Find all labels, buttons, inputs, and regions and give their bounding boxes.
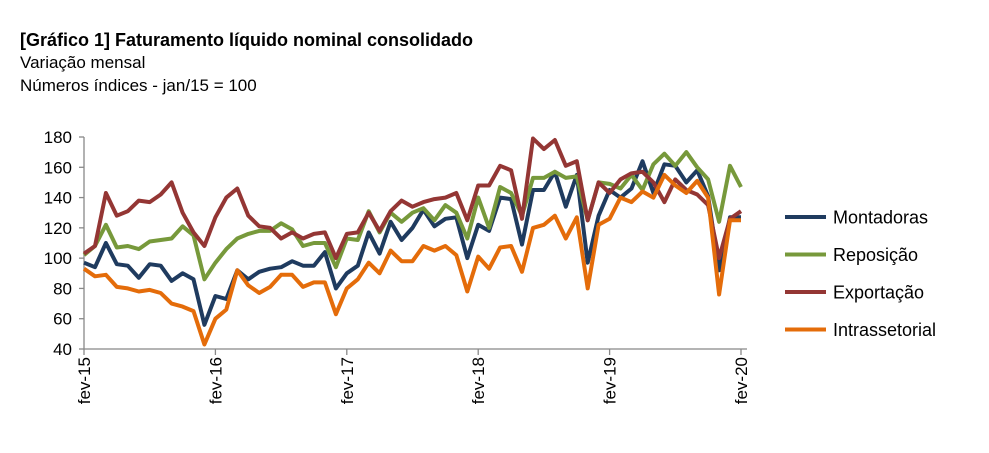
x-tick-label: fev-17 [338,357,357,404]
x-tick-label: fev-18 [469,357,488,404]
y-tick-label: 120 [44,219,72,238]
y-tick-label: 60 [53,310,72,329]
y-tick-label: 80 [53,279,72,298]
legend-label: Reposição [833,245,918,265]
x-tick-label: fev-15 [75,357,94,404]
y-tick-label: 160 [44,158,72,177]
chart-title: [Gráfico 1] Faturamento líquido nominal … [20,30,474,50]
series-line-montadoras [83,159,741,327]
series-line-exportação [82,136,743,261]
x-tick-label: fev-16 [206,357,225,404]
x-tick-label: fev-20 [732,357,751,404]
y-tick-label: 140 [44,189,72,208]
chart-subtitle-1: Variação mensal [20,53,146,72]
y-tick-label: 180 [44,128,72,147]
legend-label: Intrassetorial [833,320,936,340]
y-tick-label: 40 [53,340,72,359]
y-tick-label: 100 [44,249,72,268]
series-line-intrassetorial [82,172,741,347]
chart-subtitle-2: Números índices - jan/15 = 100 [20,76,257,95]
legend-label: Exportação [833,283,924,303]
x-tick-label: fev-19 [601,357,620,404]
legend-label: Montadoras [833,208,928,228]
